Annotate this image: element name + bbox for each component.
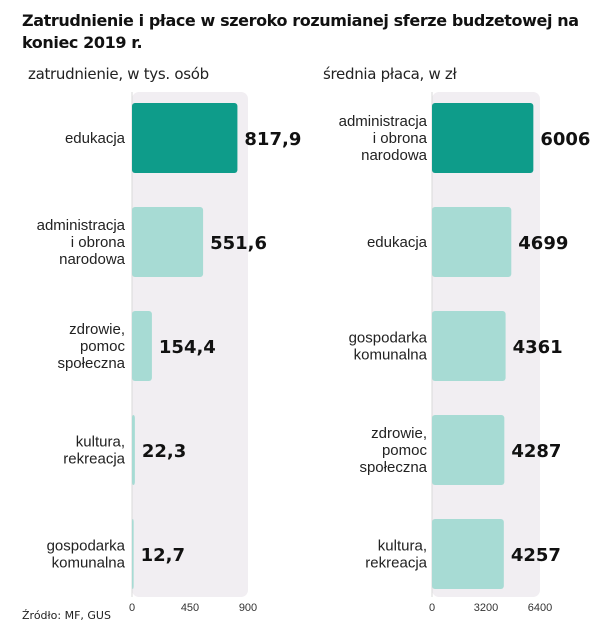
data-label: 154,4 <box>159 337 216 358</box>
data-label: 4699 <box>518 233 568 254</box>
data-label: 4361 <box>513 337 563 358</box>
bar <box>432 103 534 173</box>
category-label-line: pomoc <box>382 442 428 459</box>
category-label: zdrowie, pomoc społeczna <box>359 425 427 476</box>
category-label-line: zdrowie, <box>371 425 427 442</box>
employment-chart: 817,9 edukacja 551,6 administracja i obrona n… <box>37 92 301 614</box>
tick-label: 3200 <box>474 602 498 614</box>
category-label-line: komunalna <box>52 555 126 572</box>
category-label: kultura, rekreacja <box>365 538 427 572</box>
category-label: edukacja <box>65 130 126 147</box>
data-label: 6006 <box>540 129 590 150</box>
salary-chart: 6006 administracja i obrona narodowa 4699 edu… <box>339 92 590 614</box>
source-note: Źródło: MF, GUS <box>22 609 111 622</box>
category-label-line: kultura, <box>76 434 125 451</box>
category-label-line: zdrowie, <box>69 321 125 338</box>
bar <box>432 519 504 589</box>
category-label-line: edukacja <box>65 130 126 147</box>
tick-label: 900 <box>239 602 257 614</box>
category-label-line: edukacja <box>367 234 428 251</box>
category-label-line: rekreacja <box>63 451 125 468</box>
data-label: 4257 <box>511 545 561 566</box>
bar <box>132 103 238 173</box>
category-label-line: społeczna <box>359 459 427 476</box>
category-label-line: społeczna <box>57 355 125 372</box>
data-label: 22,3 <box>142 441 186 462</box>
category-label-line: administracja <box>37 217 126 234</box>
tick-label: 6400 <box>528 602 552 614</box>
category-label-line: pomoc <box>80 338 126 355</box>
category-label-line: kultura, <box>378 538 427 555</box>
category-label-line: rekreacja <box>365 555 427 572</box>
category-label-line: narodowa <box>59 251 126 268</box>
category-label: administracja i obrona narodowa <box>37 217 126 268</box>
category-label-line: komunalna <box>354 347 428 364</box>
tick-label: 450 <box>181 602 199 614</box>
category-label: gospodarka komunalna <box>47 538 126 572</box>
data-label: 817,9 <box>244 129 301 150</box>
tick-label: 0 <box>429 602 435 614</box>
right-chart-subtitle: średnia płaca, w zł <box>323 65 457 83</box>
category-label: edukacja <box>367 234 428 251</box>
category-label: gospodarka komunalna <box>349 330 428 364</box>
data-label: 12,7 <box>141 545 185 566</box>
category-label-line: gospodarka <box>47 538 126 555</box>
bar <box>432 311 506 381</box>
chart-title: Zatrudnienie i płace w szeroko rozumiane… <box>22 11 579 52</box>
bar <box>132 311 152 381</box>
data-label: 4287 <box>511 441 561 462</box>
tick-label: 0 <box>129 602 135 614</box>
bar <box>132 519 134 589</box>
category-label-line: i obrona <box>71 234 126 251</box>
category-label-line: gospodarka <box>349 330 428 347</box>
category-label-line: administracja <box>339 113 428 130</box>
bar <box>132 415 135 485</box>
bar <box>432 415 505 485</box>
bar <box>132 207 204 277</box>
category-label: kultura, rekreacja <box>63 434 125 468</box>
category-label: administracja i obrona narodowa <box>339 113 428 164</box>
category-label-line: i obrona <box>373 130 428 147</box>
data-label: 551,6 <box>210 233 267 254</box>
category-label-line: narodowa <box>361 147 428 164</box>
left-chart-subtitle: zatrudnienie, w tys. osób <box>28 65 209 83</box>
bar <box>432 207 512 277</box>
category-label: zdrowie, pomoc społeczna <box>57 321 125 372</box>
